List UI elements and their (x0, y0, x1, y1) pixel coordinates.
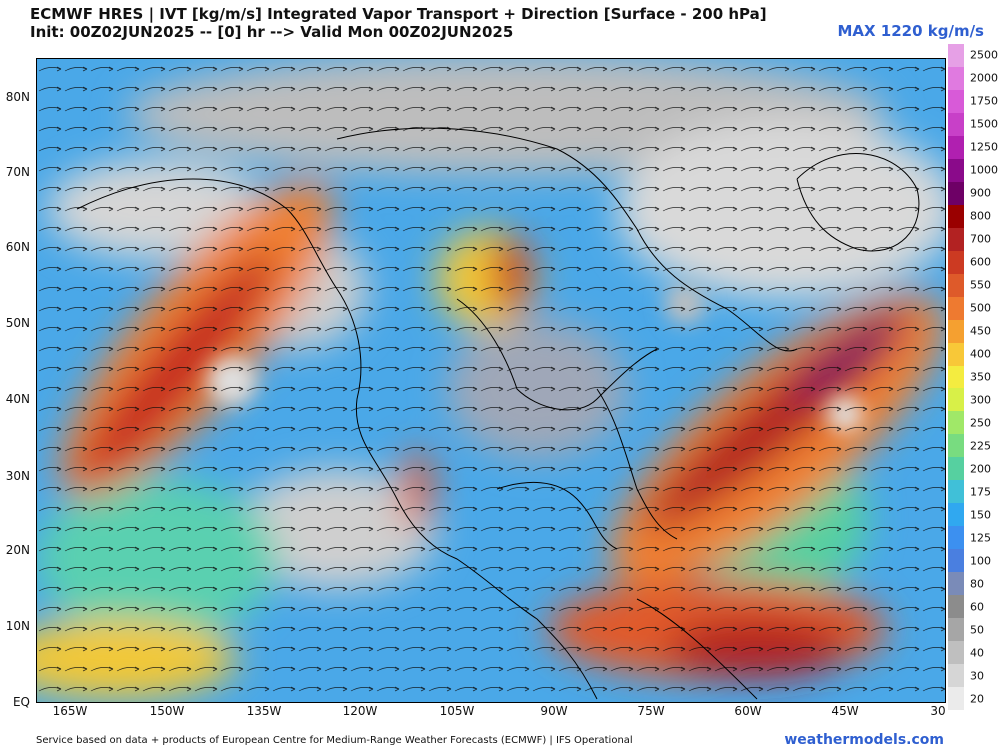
lon-label: 165W (52, 704, 88, 718)
colorbar-tick-label: 200 (970, 462, 991, 476)
colorbar-tick-label: 900 (970, 186, 991, 200)
colorbar-cell (948, 457, 964, 481)
lat-label: EQ (12, 695, 30, 709)
colorbar-cell (948, 618, 964, 642)
colorbar-cell (948, 319, 964, 344)
colorbar-cell (948, 595, 964, 619)
colorbar-tick-label: 100 (970, 554, 991, 568)
colorbar-cell (948, 411, 964, 435)
colorbar-cell (948, 526, 964, 550)
colorbar-tick-label: 2000 (970, 71, 998, 85)
colorbar-tick-label: 225 (970, 439, 991, 453)
lon-label: 135W (246, 704, 282, 718)
colorbar-tick-label: 250 (970, 416, 991, 430)
colorbar-tick-label: 500 (970, 301, 991, 315)
colorbar-cell (948, 112, 964, 137)
lon-label: 75W (637, 704, 665, 718)
colorbar-cell (948, 227, 964, 252)
colorbar-tick-label: 1750 (970, 94, 998, 108)
colorbar-tick-label: 2500 (970, 48, 998, 62)
colorbar-cell (948, 66, 964, 91)
colorbar-cell (948, 388, 964, 412)
colorbar-cell (948, 273, 964, 298)
lat-label: 40N (5, 392, 30, 406)
colorbar-cell (948, 135, 964, 160)
colorbar-cell (948, 204, 964, 229)
colorbar-cell (948, 641, 964, 665)
lat-label: 30N (5, 469, 30, 483)
colorbar-tick-label: 600 (970, 255, 991, 269)
colorbar-cell (948, 250, 964, 275)
colorbar-tick-label: 125 (970, 531, 991, 545)
colorbar-cell (948, 296, 964, 321)
lat-label: 70N (5, 165, 30, 179)
colorbar-tick-label: 30 (970, 669, 984, 683)
brand-link[interactable]: weathermodels.com (784, 732, 944, 748)
colorbar-tick-label: 1000 (970, 163, 998, 177)
lon-label: 90W (540, 704, 568, 718)
colorbar (948, 44, 964, 711)
colorbar-cell (948, 365, 964, 389)
lon-label: 105W (439, 704, 475, 718)
lat-label: 80N (5, 90, 30, 104)
map-canvas (37, 59, 945, 702)
colorbar-tick-label: 175 (970, 485, 991, 499)
colorbar-tick-label: 700 (970, 232, 991, 246)
colorbar-cell (948, 572, 964, 596)
vector-streamlines (37, 59, 945, 702)
colorbar-cell (948, 664, 964, 688)
colorbar-cell (948, 549, 964, 573)
colorbar-tick-label: 450 (970, 324, 991, 338)
colorbar-tick-label: 350 (970, 370, 991, 384)
colorbar-tick-label: 300 (970, 393, 991, 407)
data-credit: Service based on data + products of Euro… (36, 735, 633, 746)
colorbar-cell (948, 503, 964, 527)
colorbar-cell (948, 342, 964, 366)
max-value-label: MAX 1220 kg/m/s (837, 22, 984, 40)
colorbar-tick-label: 40 (970, 646, 984, 660)
lon-label: 150W (149, 704, 185, 718)
colorbar-tick-label: 150 (970, 508, 991, 522)
colorbar-tick-label: 400 (970, 347, 991, 361)
lat-label: 60N (5, 240, 30, 254)
colorbar-cell (948, 434, 964, 458)
colorbar-cell (948, 687, 964, 711)
colorbar-tick-label: 80 (970, 577, 984, 591)
init-valid-time: Init: 00Z02JUN2025 -- [0] hr --> Valid M… (30, 23, 514, 41)
lon-label: 45W (831, 704, 859, 718)
lon-label: 120W (342, 704, 378, 718)
colorbar-cell (948, 89, 964, 114)
colorbar-cell (948, 158, 964, 183)
lat-label: 10N (5, 619, 30, 633)
lon-label: 30 (930, 704, 946, 718)
colorbar-cell (948, 181, 964, 206)
colorbar-tick-label: 60 (970, 600, 984, 614)
colorbar-tick-label: 550 (970, 278, 991, 292)
lon-label: 60W (734, 704, 762, 718)
ivt-map[interactable] (36, 58, 946, 703)
colorbar-cell (948, 44, 964, 68)
lat-label: 50N (5, 316, 30, 330)
coastlines (76, 127, 920, 700)
colorbar-cell (948, 480, 964, 504)
lat-label: 20N (5, 543, 30, 557)
colorbar-tick-label: 1500 (970, 117, 998, 131)
colorbar-tick-label: 800 (970, 209, 991, 223)
colorbar-tick-label: 1250 (970, 140, 998, 154)
colorbar-tick-label: 50 (970, 623, 984, 637)
colorbar-tick-label: 20 (970, 692, 984, 706)
chart-title: ECMWF HRES | IVT [kg/m/s] Integrated Vap… (30, 5, 767, 23)
